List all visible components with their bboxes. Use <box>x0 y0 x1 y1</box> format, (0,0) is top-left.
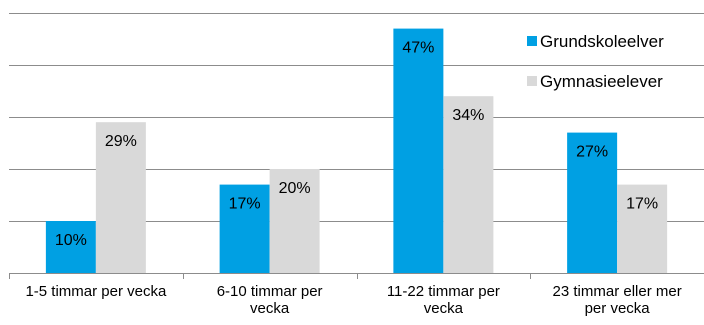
category-label: 1-5 timmar per vecka <box>25 283 167 300</box>
bar-value-label: 29% <box>105 133 137 150</box>
bar <box>443 96 494 273</box>
bar <box>45 221 96 273</box>
legend: Grundskoleelver Gymnasieelever <box>527 32 664 91</box>
legend-swatch <box>527 76 537 86</box>
bar-value-label: 17% <box>626 196 658 213</box>
legend-label: Grundskoleelver <box>540 32 664 51</box>
legend-label: Gymnasieelever <box>540 72 663 91</box>
bar-value-label: 17% <box>229 196 261 213</box>
bar-value-label: 27% <box>576 144 608 161</box>
bar-value-label: 34% <box>452 107 484 124</box>
bar <box>567 132 618 273</box>
bar <box>219 184 270 273</box>
legend-swatch <box>527 36 537 46</box>
category-label: 6-10 timmar per vecka <box>217 283 323 317</box>
bar-value-label: 20% <box>279 180 311 197</box>
category-label: 11-22 timmar per vecka <box>387 283 500 317</box>
data-labels: 10% 29% 17% 20% 47% 34% 27% 17% <box>55 40 658 249</box>
bar-value-label: 10% <box>55 232 87 249</box>
bar <box>269 169 320 273</box>
bar <box>393 28 444 273</box>
bar <box>95 122 146 273</box>
category-label: 23 timmar eller mer per vecka <box>553 283 682 317</box>
x-axis <box>9 273 704 279</box>
bars <box>45 28 668 273</box>
bar-value-label: 47% <box>402 40 434 57</box>
bar <box>617 184 668 273</box>
category-labels: 1-5 timmar per vecka 6-10 timmar per vecka… <box>25 283 681 317</box>
